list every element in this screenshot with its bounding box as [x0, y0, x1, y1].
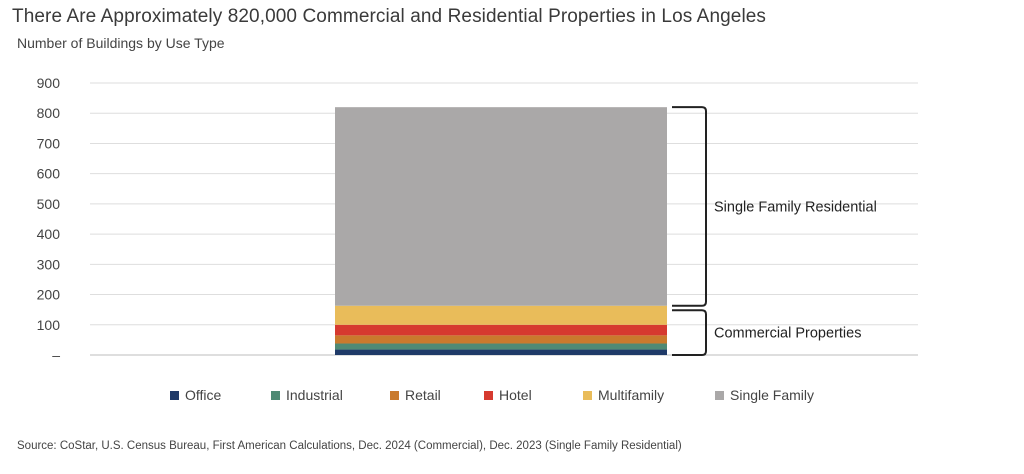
- legend-item-retail: Retail: [390, 387, 441, 403]
- y-tick-label: 900: [37, 75, 61, 91]
- bar-segment-single-family: [335, 107, 667, 306]
- legend-swatch: [484, 390, 493, 400]
- legend-label: Hotel: [499, 387, 532, 403]
- y-tick-label: 100: [37, 317, 61, 333]
- annotation-bracket: [672, 106, 707, 307]
- source-note: Source: CoStar, U.S. Census Bureau, Firs…: [17, 440, 682, 452]
- bar-segment-hotel: [335, 324, 667, 336]
- y-tick-label: 300: [37, 256, 61, 272]
- y-tick-label: 200: [37, 287, 61, 303]
- chart-subtitle: Number of Buildings by Use Type: [17, 35, 225, 51]
- chart-legend: Office Industrial Retail Hotel Multifamily Si…: [0, 387, 1024, 407]
- legend-item-hotel: Hotel: [484, 387, 532, 403]
- legend-swatch: [390, 390, 399, 400]
- legend-item-single-family: Single Family: [715, 387, 814, 403]
- legend-label: Multifamily: [598, 387, 665, 403]
- legend-label: Retail: [405, 387, 441, 403]
- annotation-label: Commercial Properties: [714, 326, 861, 342]
- bar-segment-industrial: [335, 343, 667, 350]
- legend-label: Industrial: [286, 387, 343, 403]
- y-tick-label: 600: [37, 166, 61, 182]
- bar-segment-office: [335, 349, 667, 355]
- chart-title: There Are Approximately 820,000 Commerci…: [12, 6, 767, 27]
- y-tick-label: 400: [37, 226, 61, 242]
- annotation-label: Single Family Residential: [714, 199, 877, 215]
- y-tick-label: 800: [37, 105, 61, 121]
- legend-swatch: [715, 390, 724, 400]
- legend-item-multifamily: Multifamily: [583, 387, 664, 403]
- legend-swatch: [271, 390, 280, 400]
- y-tick-label: 500: [37, 196, 61, 212]
- legend-label: Single Family: [730, 387, 815, 403]
- bar-segment-retail: [335, 335, 667, 344]
- bar-segment-multifamily: [335, 305, 667, 325]
- chart-plot: – 100 200 300 400 500 600 700 800 900 Single Famil…: [37, 75, 918, 363]
- y-tick-label: 700: [37, 135, 61, 151]
- legend-swatch: [170, 390, 179, 400]
- legend-item-industrial: Industrial: [271, 387, 343, 403]
- legend-swatch: [583, 390, 592, 400]
- y-tick-label: –: [52, 347, 60, 363]
- legend-item-office: Office: [170, 387, 221, 403]
- annotation-bracket: [672, 309, 707, 356]
- legend-label: Office: [185, 387, 222, 403]
